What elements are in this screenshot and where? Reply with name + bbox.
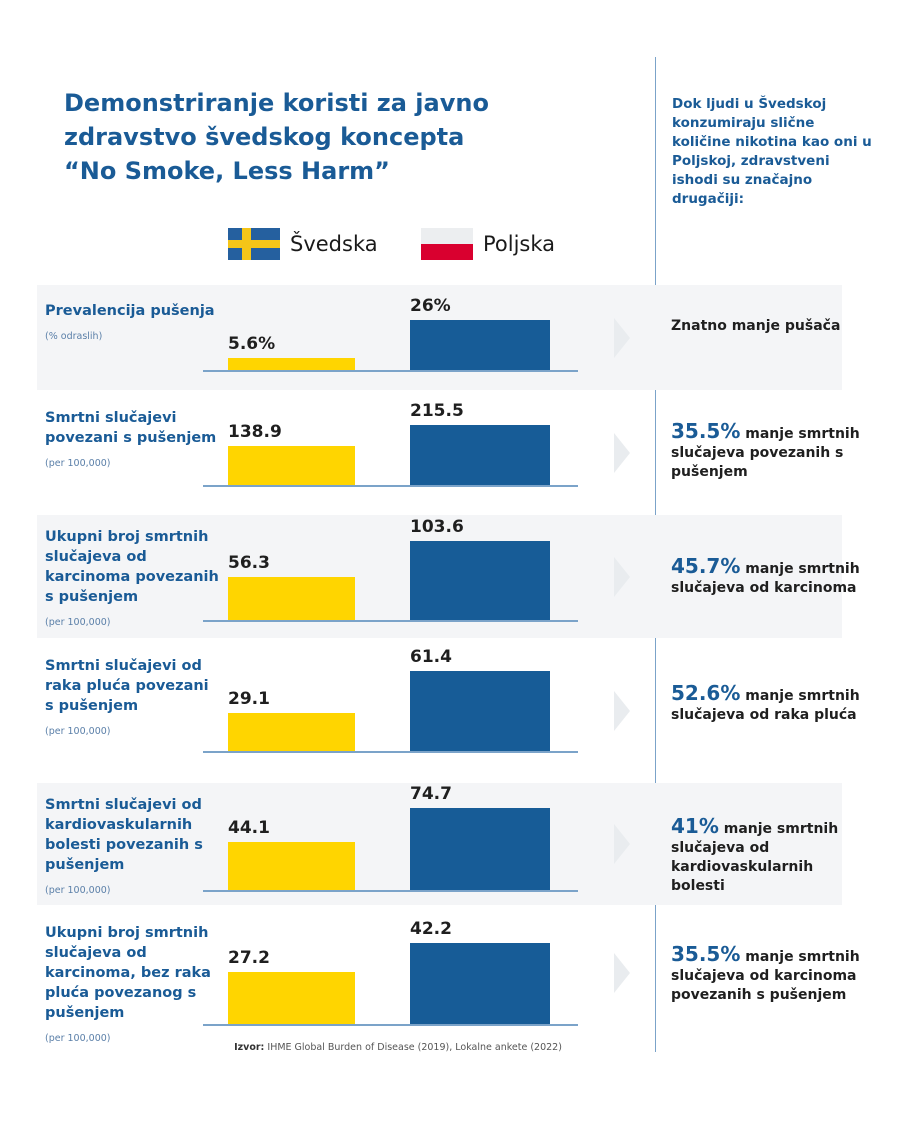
value-label-poland: 42.2 — [410, 919, 452, 939]
result-description: manje smrtnih slučajeva od karcinoma pov… — [671, 949, 860, 1003]
value-label-sweden: 5.6% — [228, 334, 276, 354]
result-text: Znatno manje pušača — [671, 317, 871, 336]
chevron-right-icon — [614, 556, 630, 597]
bar-poland — [410, 541, 550, 620]
page-title: Demonstriranje koristi za javno zdravstv… — [64, 89, 489, 185]
result-text: 41% manje smrtnih slučajeva od kardiovas… — [671, 814, 871, 896]
baseline — [203, 751, 578, 753]
row-label: Ukupni broj smrtnih slučajeva od karcino… — [45, 923, 220, 1049]
result-description: manje smrtnih slučajeva povezanih s puše… — [671, 426, 860, 480]
row-title: Ukupni broj smrtnih slučajeva od karcino… — [45, 529, 219, 605]
value-label-sweden: 27.2 — [228, 947, 270, 968]
bar-sweden — [228, 446, 355, 485]
result-percentage: 41% — [671, 814, 719, 838]
bar-poland — [410, 808, 550, 890]
source-note: Izvor: IHME Global Burden of Disease (20… — [0, 1042, 796, 1053]
chevron-right-icon — [614, 824, 630, 864]
row-label: Smrtni slučajevi povezani s pušenjem (per… — [45, 408, 220, 474]
poland-flag-icon — [421, 228, 473, 260]
chart-row: Prevalencija pušenja (% odraslih) 5.6% 26… — [37, 285, 842, 390]
bar-sweden — [228, 971, 355, 1024]
baseline — [203, 370, 578, 372]
result-percentage: 52.6% — [671, 681, 741, 705]
row-title: Smrtni slučajevi povezani s pušenjem — [45, 410, 217, 446]
value-label-poland: 103.6 — [410, 517, 464, 537]
baseline — [203, 1024, 578, 1026]
sweden-flag-icon — [228, 228, 280, 260]
bar-poland — [410, 943, 550, 1024]
source-text: IHME Global Burden of Disease (2019), Lo… — [267, 1042, 562, 1053]
row-unit: (% odraslih) — [45, 331, 103, 342]
legend-sweden: Švedska — [228, 228, 378, 260]
row-title: Smrtni slučajevi od kardiovaskularnih bo… — [45, 797, 203, 873]
chevron-right-icon — [614, 952, 630, 993]
result-description: manje smrtnih slučajeva od karcinoma — [671, 561, 860, 596]
row-label: Ukupni broj smrtnih slučajeva od karcino… — [45, 527, 220, 633]
row-label: Smrtni slučajevi od raka pluća povezani … — [45, 656, 220, 742]
result-description: manje smrtnih slučajeva od kardiovaskula… — [671, 821, 839, 894]
bar-sweden — [228, 841, 355, 890]
row-unit: (per 100,000) — [45, 458, 111, 469]
result-text: 35.5% manje smrtnih slučajeva od karcino… — [671, 942, 871, 1005]
value-label-poland: 74.7 — [410, 784, 452, 804]
result-percentage: 35.5% — [671, 942, 741, 966]
result-text: 52.6% manje smrtnih slučajeva od raka pl… — [671, 681, 871, 725]
value-label-sweden: 138.9 — [228, 422, 282, 443]
bar-sweden — [228, 577, 355, 620]
value-label-sweden: 29.1 — [228, 689, 270, 710]
intro-text: Dok ljudi u Švedskoj konzumiraju slične … — [672, 96, 872, 207]
chart-row: Smrtni slučajevi od raka pluća povezani … — [37, 638, 860, 783]
value-label-sweden: 56.3 — [228, 553, 270, 574]
baseline — [203, 485, 578, 487]
source-label: Izvor: — [234, 1042, 265, 1053]
row-unit: (per 100,000) — [45, 617, 111, 628]
legend-label: Poljska — [483, 232, 556, 256]
chevron-right-icon — [614, 317, 630, 358]
value-label-sweden: 44.1 — [228, 817, 270, 838]
chart-row: Smrtni slučajevi povezani s pušenjem (per… — [37, 390, 860, 515]
value-label-poland: 61.4 — [410, 647, 452, 667]
row-unit: (per 100,000) — [45, 1033, 111, 1044]
row-title: Smrtni slučajevi od raka pluća povezani … — [45, 658, 209, 714]
chart-row: Ukupni broj smrtnih slučajeva od karcino… — [37, 905, 860, 1044]
row-title: Prevalencija pušenja — [45, 303, 215, 319]
chart-row: Smrtni slučajevi od kardiovaskularnih bo… — [37, 783, 842, 905]
result-description: manje smrtnih slučajeva od raka pluća — [671, 688, 860, 723]
row-unit: (per 100,000) — [45, 726, 111, 737]
bar-poland — [410, 671, 550, 751]
bar-sweden — [228, 713, 355, 751]
row-title: Ukupni broj smrtnih slučajeva od karcino… — [45, 925, 211, 1021]
chart-row: Ukupni broj smrtnih slučajeva od karcino… — [37, 515, 860, 638]
value-label-poland: 215.5 — [410, 401, 464, 421]
legend-label: Švedska — [290, 232, 378, 256]
baseline — [203, 890, 578, 892]
row-unit: (per 100,000) — [45, 885, 111, 896]
baseline — [203, 620, 578, 622]
chevron-right-icon — [614, 690, 630, 731]
bar-sweden — [228, 358, 355, 370]
result-percentage: 45.7% — [671, 554, 741, 578]
legend-poland: Poljska — [421, 228, 555, 260]
result-description: Znatno manje pušača — [671, 318, 841, 334]
bar-poland — [410, 320, 550, 370]
chevron-right-icon — [614, 432, 630, 473]
result-text: 45.7% manje smrtnih slučajeva od karcino… — [671, 554, 871, 598]
result-percentage: 35.5% — [671, 419, 741, 443]
row-label: Prevalencija pušenja (% odraslih) — [45, 301, 220, 347]
bar-poland — [410, 425, 550, 485]
value-label-poland: 26% — [410, 296, 451, 316]
result-text: 35.5% manje smrtnih slučajeva povezanih … — [671, 419, 871, 482]
row-label: Smrtni slučajevi od kardiovaskularnih bo… — [45, 795, 220, 901]
